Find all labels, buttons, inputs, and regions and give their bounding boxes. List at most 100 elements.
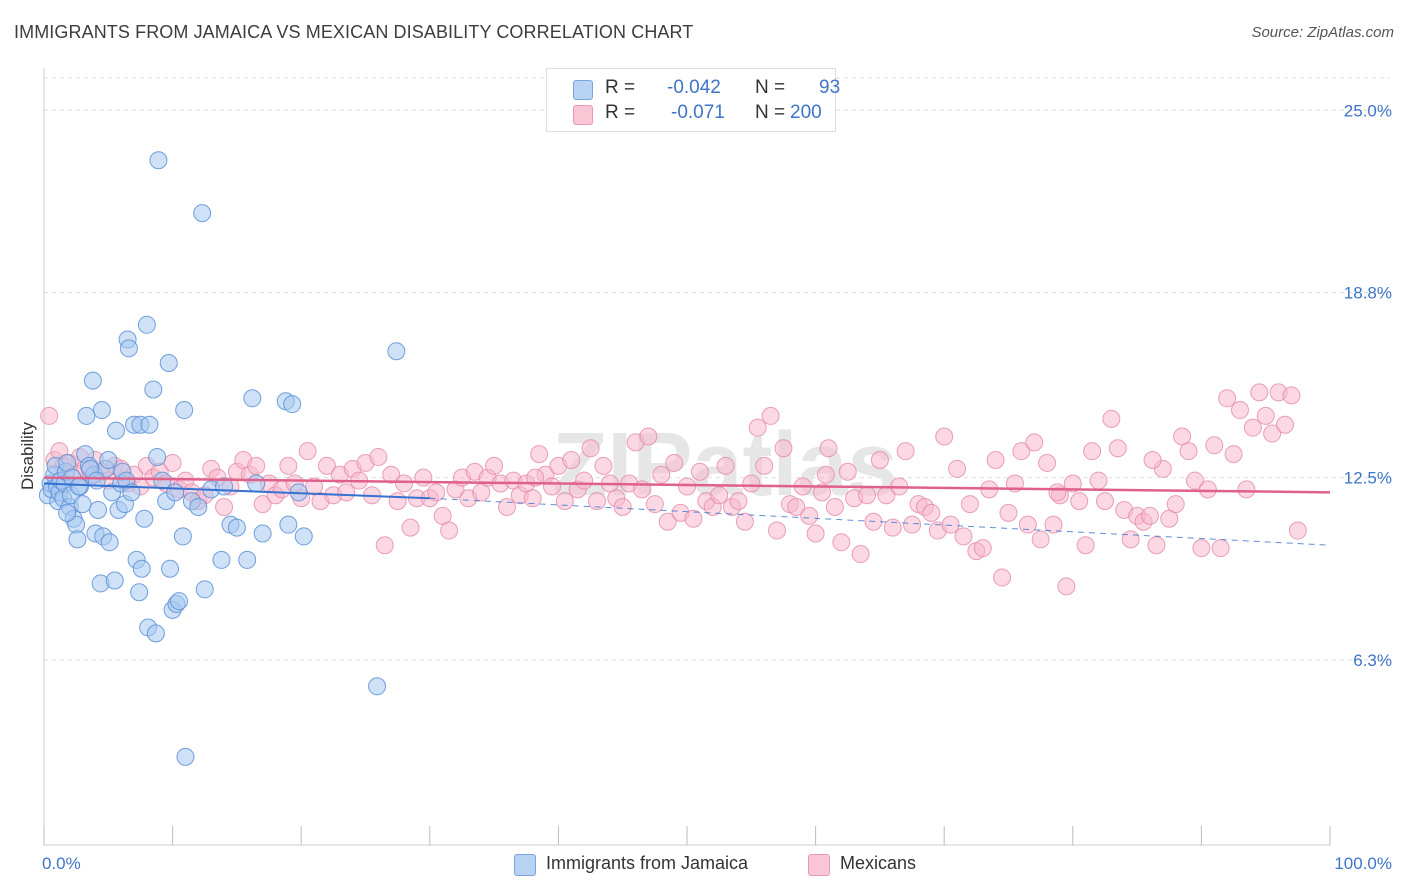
- mexicans-point: [401, 518, 420, 537]
- mexicans-point: [375, 536, 394, 555]
- mexicans-point: [800, 506, 819, 525]
- mexicans-point: [587, 492, 606, 511]
- x-tick-marks: [43, 826, 1331, 845]
- mexicans-point: [1243, 418, 1262, 437]
- jamaica-point: [294, 527, 313, 546]
- mexicans-point: [1250, 383, 1269, 402]
- mexicans-point: [1230, 401, 1249, 420]
- jamaica-point: [283, 395, 302, 414]
- legend-n-value: 200: [790, 102, 822, 123]
- mexicans-point: [665, 453, 684, 472]
- mexicans-point: [613, 498, 632, 517]
- jamaica-point: [368, 677, 387, 696]
- mexicans-point: [1205, 436, 1224, 455]
- mexicans-point: [684, 509, 703, 528]
- legend-swatch-mexicans: [573, 105, 593, 125]
- jamaica-point: [166, 483, 185, 502]
- mexicans-point: [755, 456, 774, 475]
- mexicans-point: [427, 483, 446, 502]
- jamaica-point: [173, 527, 192, 546]
- mexicans-point: [1031, 530, 1050, 549]
- mexicans-point: [40, 406, 59, 425]
- jamaica-point: [122, 483, 141, 502]
- jamaica-point: [105, 571, 124, 590]
- jamaica-point: [137, 315, 156, 334]
- jamaica-point: [170, 592, 189, 611]
- source-credit: Source: ZipAtlas.com: [1251, 24, 1394, 41]
- legend-r-label: R =: [605, 102, 636, 123]
- jamaica-point: [130, 583, 149, 602]
- mexicans-point: [581, 439, 600, 458]
- legend-n-label: N =: [755, 102, 786, 123]
- mexicans-point: [851, 545, 870, 564]
- mexicans-point: [1192, 539, 1211, 558]
- bottom-swatch-jamaica: [514, 854, 536, 876]
- mexicans-point: [678, 477, 696, 496]
- legend-r-label: R =: [605, 77, 636, 98]
- mexicans-point: [903, 515, 922, 534]
- mexicans-point: [1121, 530, 1140, 549]
- mexicans-point: [935, 427, 954, 446]
- mexicans-point: [555, 492, 574, 511]
- mexicans-point: [247, 456, 266, 475]
- mexicans-point: [1076, 536, 1095, 555]
- y-tick-label: 18.8%: [1344, 283, 1392, 302]
- jamaica-point: [68, 530, 87, 549]
- mexicans-point: [1147, 536, 1166, 555]
- legend-r-value: -0.042: [667, 77, 721, 98]
- x-tick-label-max: 100.0%: [1334, 854, 1392, 873]
- mexicans-point: [748, 418, 767, 437]
- jamaica-points: [38, 151, 406, 766]
- chart-title: IMMIGRANTS FROM JAMAICA VS MEXICAN DISAB…: [14, 22, 694, 42]
- mexicans-point: [1237, 480, 1256, 499]
- mexicans-point: [1275, 415, 1294, 434]
- mexicans-point: [1095, 492, 1114, 511]
- mexicans-point: [382, 465, 401, 484]
- mexicans-point: [388, 492, 407, 511]
- mexicans-point: [806, 524, 825, 543]
- mexicans-point: [1211, 539, 1230, 558]
- jamaica-point: [387, 342, 406, 361]
- legend-n-label: N =: [755, 77, 786, 98]
- mexicans-point: [1102, 409, 1121, 428]
- mexicans-point: [1012, 442, 1031, 461]
- mexicans-point: [1179, 442, 1198, 461]
- mexicans-point: [542, 477, 561, 496]
- mexicans-point: [497, 498, 516, 517]
- mexicans-trend-line: [43, 476, 1331, 494]
- jamaica-point: [119, 339, 138, 358]
- legend-n-value: 93: [819, 77, 841, 98]
- mexicans-point: [594, 456, 613, 475]
- jamaica-point: [189, 498, 208, 517]
- jamaica-point: [193, 204, 212, 223]
- mexicans-point: [1108, 439, 1127, 458]
- mexicans-point: [562, 451, 581, 469]
- jamaica-point: [140, 415, 159, 434]
- mexicans-point: [1038, 453, 1057, 472]
- mexicans-point: [1140, 506, 1159, 525]
- jamaica-point: [195, 580, 214, 599]
- mexicans-point: [883, 518, 902, 537]
- mexicans-point: [993, 568, 1012, 587]
- jamaica-point: [279, 515, 298, 534]
- mexicans-point: [523, 489, 542, 508]
- bottom-swatch-mexicans: [808, 854, 830, 876]
- mexicans-point: [414, 468, 433, 487]
- mexicans-point: [999, 503, 1018, 522]
- jamaica-point: [238, 550, 257, 569]
- mexicans-point: [1256, 406, 1275, 425]
- mexicans-point: [1166, 495, 1185, 514]
- mexicans-point: [922, 503, 941, 522]
- mexicans-point: [1224, 445, 1243, 464]
- mexicans-point: [832, 533, 851, 552]
- mexicans-point: [1089, 471, 1108, 490]
- mexicans-point: [896, 442, 915, 461]
- mexicans-point: [1083, 442, 1102, 461]
- mexicans-point: [652, 465, 671, 484]
- mexicans-point: [816, 465, 835, 484]
- mexicans-point: [530, 445, 549, 464]
- trend-lines: [43, 476, 1331, 546]
- mexicans-point: [645, 495, 664, 514]
- bottom-legend-label-jamaica: Immigrants from Jamaica: [546, 853, 749, 873]
